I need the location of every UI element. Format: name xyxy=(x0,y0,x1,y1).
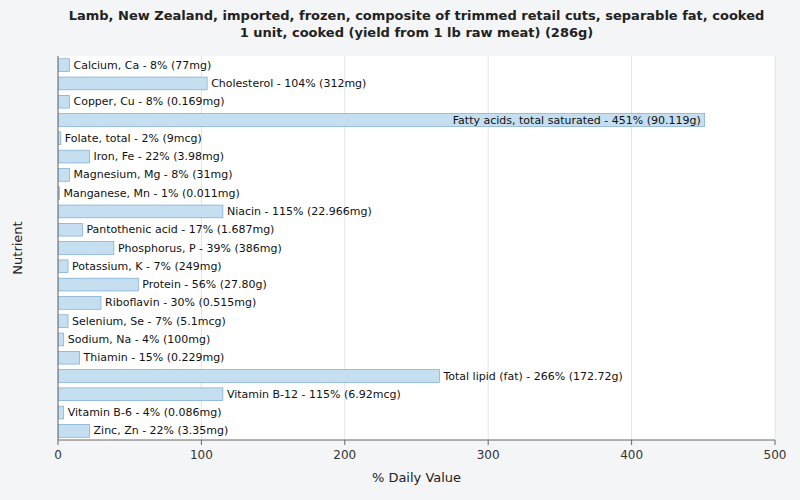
bar xyxy=(58,168,69,181)
tick-mark xyxy=(631,440,632,445)
x-axis-label: % Daily Value xyxy=(372,470,461,485)
bar xyxy=(58,205,223,218)
chart: Lamb, New Zealand, imported, frozen, com… xyxy=(0,0,800,500)
category-label: Vitamin B-6 - 4% (0.086mg) xyxy=(68,406,222,419)
background xyxy=(0,0,800,500)
x-axis-line xyxy=(58,440,775,441)
bar xyxy=(58,95,69,108)
category-label: Selenium, Se - 7% (5.1mcg) xyxy=(72,315,226,328)
bar xyxy=(58,260,68,273)
tick-mark xyxy=(344,440,345,445)
category-label: Fatty acids, total saturated - 451% (90.… xyxy=(453,114,701,127)
title-line: 1 unit, cooked (yield from 1 lb raw meat… xyxy=(240,25,594,40)
bar xyxy=(58,296,101,309)
category-label: Phosphorus, P - 39% (386mg) xyxy=(118,242,282,255)
category-label: Manganese, Mn - 1% (0.011mg) xyxy=(63,187,239,200)
tick-label: 100 xyxy=(190,448,213,462)
grid xyxy=(58,56,775,440)
bar xyxy=(58,278,138,291)
bars xyxy=(58,59,705,438)
bar xyxy=(58,370,439,383)
y-axis-label: Nutrient xyxy=(10,221,25,274)
grid-line xyxy=(775,56,776,440)
category-label: Zinc, Zn - 22% (3.35mg) xyxy=(94,424,229,437)
category-label: Protein - 56% (27.80g) xyxy=(142,278,267,291)
category-label: Vitamin B-12 - 115% (6.92mcg) xyxy=(227,388,401,401)
plot-area xyxy=(58,56,775,440)
category-label: Magnesium, Mg - 8% (31mg) xyxy=(73,168,232,181)
tick-mark xyxy=(201,440,202,445)
tick-label: 300 xyxy=(477,448,500,462)
bar xyxy=(58,406,64,419)
bar xyxy=(58,223,82,236)
category-label: Total lipid (fat) - 266% (172.72g) xyxy=(442,370,622,383)
bar-labels: Calcium, Ca - 8% (77mg)Cholesterol - 104… xyxy=(63,59,700,438)
category-label: Iron, Fe - 22% (3.98mg) xyxy=(94,150,224,163)
title-line: Lamb, New Zealand, imported, frozen, com… xyxy=(69,8,765,23)
x-axis: 0 100 200 300 400 500 xyxy=(54,440,786,462)
tick-mark xyxy=(58,440,59,445)
category-label: Riboflavin - 30% (0.515mg) xyxy=(105,296,256,309)
category-label: Folate, total - 2% (9mcg) xyxy=(65,132,202,145)
bar xyxy=(58,351,80,364)
bar xyxy=(58,242,114,255)
title: Lamb, New Zealand, imported, frozen, com… xyxy=(69,8,765,40)
tick-label: 500 xyxy=(764,448,787,462)
bar xyxy=(58,150,90,163)
y-axis-line xyxy=(58,56,59,440)
grid-line xyxy=(58,56,59,440)
tick-label: 0 xyxy=(54,448,62,462)
category-label: Cholesterol - 104% (312mg) xyxy=(211,77,366,90)
category-label: Copper, Cu - 8% (0.169mg) xyxy=(73,95,224,108)
bar xyxy=(58,424,90,437)
tick-label: 400 xyxy=(620,448,643,462)
category-label: Potassium, K - 7% (249mg) xyxy=(72,260,222,273)
bar xyxy=(58,77,207,90)
bar xyxy=(58,315,68,328)
bar xyxy=(58,114,705,127)
category-label: Pantothenic acid - 17% (1.687mg) xyxy=(86,223,274,236)
category-label: Thiamin - 15% (0.229mg) xyxy=(83,351,225,364)
tick-label: 200 xyxy=(333,448,356,462)
bar xyxy=(58,388,223,401)
bar xyxy=(58,59,69,72)
category-label: Sodium, Na - 4% (100mg) xyxy=(68,333,211,346)
bar xyxy=(58,333,64,346)
tick-mark xyxy=(488,440,489,445)
tick-mark xyxy=(775,440,776,445)
category-label: Calcium, Ca - 8% (77mg) xyxy=(73,59,211,72)
category-label: Niacin - 115% (22.966mg) xyxy=(227,205,372,218)
